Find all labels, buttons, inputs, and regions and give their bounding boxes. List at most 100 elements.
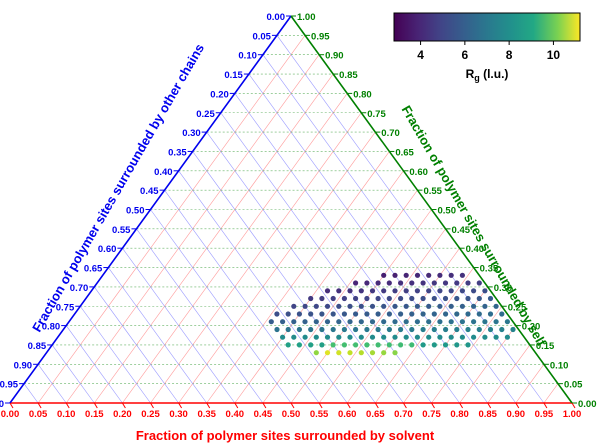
- data-point: [442, 342, 449, 348]
- data-point: [403, 288, 409, 294]
- data-point: [482, 319, 488, 325]
- data-point: [437, 303, 443, 309]
- data-point: [409, 280, 415, 286]
- data-point: [268, 319, 274, 325]
- data-point: [420, 280, 426, 286]
- data-point: [414, 319, 420, 325]
- tick-labels: 0.00 0.00 0.00 0.05 0.05 0.05 0.10 0.10 0.10 0.15…: [0, 12, 597, 420]
- data-point: [296, 326, 302, 333]
- data-point: [375, 326, 381, 333]
- bottom-tick-mark: [515, 402, 520, 409]
- data-point: [465, 311, 471, 317]
- data-point: [465, 280, 471, 286]
- data-point: [409, 311, 415, 317]
- right-tick-label: 0.70: [381, 128, 400, 139]
- left-axis-title: Fraction of polymer sites surrounded by …: [29, 41, 207, 334]
- data-point: [308, 342, 314, 348]
- data-point: [403, 334, 409, 340]
- left-tick-label: 0.05: [252, 31, 271, 42]
- bottom-tick-mark: [402, 402, 407, 409]
- bottom-tick-mark: [571, 402, 576, 409]
- data-point: [392, 288, 398, 294]
- right-tick-label: 0.00: [578, 399, 597, 410]
- data-point: [459, 334, 465, 340]
- data-point: [319, 311, 325, 317]
- data-point: [358, 350, 364, 356]
- bottom-tick-label: 0.25: [141, 409, 160, 420]
- data-point: [280, 319, 286, 325]
- grid-line-other-chains: [248, 73, 488, 404]
- bottom-tick-label: 0.55: [310, 409, 329, 420]
- data-point: [324, 319, 331, 325]
- data-point: [476, 295, 482, 302]
- data-point: [324, 334, 331, 340]
- left-tick-label: 1.00: [0, 399, 4, 410]
- data-point: [375, 280, 381, 286]
- data-point: [381, 272, 387, 278]
- data-point: [291, 319, 297, 325]
- data-point: [471, 303, 477, 309]
- data-point: [476, 326, 482, 333]
- right-tick-label: 0.30: [494, 283, 513, 294]
- left-tick-label: 0.80: [42, 322, 61, 333]
- colorbar-label: Rg (l.u.): [466, 67, 509, 83]
- bottom-tick-label: 0.00: [1, 409, 20, 420]
- data-point: [353, 311, 359, 317]
- bottom-tick-mark: [290, 402, 295, 409]
- left-tick-label: 0.30: [182, 128, 201, 139]
- grid-line-solvent: [318, 228, 446, 404]
- bottom-tick-mark: [206, 402, 211, 409]
- right-tick-label: 0.90: [325, 51, 344, 62]
- data-point: [493, 334, 499, 340]
- bottom-tick-mark: [262, 402, 267, 409]
- data-point: [302, 303, 308, 309]
- grid-line-solvent: [431, 306, 502, 404]
- data-point: [398, 311, 404, 317]
- bottom-tick-mark: [93, 402, 98, 409]
- data-point: [392, 303, 398, 309]
- data-point: [448, 334, 454, 340]
- right-tick-label: 0.05: [564, 380, 583, 391]
- bottom-tick-label: 0.05: [29, 409, 48, 420]
- data-point: [409, 342, 415, 348]
- data-point: [274, 326, 280, 333]
- right-tick-label: 0.20: [522, 322, 541, 333]
- data-point: [420, 311, 426, 317]
- data-point: [353, 342, 359, 348]
- data-point: [414, 303, 420, 309]
- right-tick-label: 0.60: [409, 167, 428, 178]
- data-point: [364, 280, 370, 286]
- data-point: [308, 295, 314, 302]
- data-point: [437, 334, 443, 340]
- colorbar-tick-label: 8: [506, 48, 513, 62]
- data-point: [454, 342, 460, 348]
- bottom-tick-label: 0.70: [394, 409, 413, 420]
- left-tick-label: 0.00: [267, 12, 286, 23]
- bottom-tick-mark: [234, 402, 239, 409]
- data-point: [308, 311, 314, 317]
- axis-titles: Fraction of polymer sites surrounded by …: [29, 41, 549, 443]
- grid-line-other-chains: [80, 306, 151, 404]
- data-point: [364, 311, 370, 317]
- bottom-tick-label: 0.75: [422, 409, 441, 420]
- data-point: [330, 295, 336, 302]
- bottom-tick-mark: [459, 402, 464, 409]
- data-point: [369, 350, 376, 356]
- right-tick-label: 0.40: [466, 244, 485, 255]
- data-point: [487, 311, 494, 317]
- data-point: [420, 342, 426, 348]
- data-point: [448, 319, 454, 325]
- data-point: [313, 334, 319, 340]
- data-point: [426, 288, 432, 294]
- data-point: [398, 326, 404, 333]
- grid-line-solvent: [37, 35, 306, 404]
- colorbar-tick-label: 4: [417, 48, 424, 62]
- data-point: [319, 295, 325, 302]
- data-point: [398, 342, 404, 348]
- grid-line-other-chains: [122, 248, 236, 404]
- right-tick-label: 0.50: [438, 206, 457, 217]
- bottom-tick-mark: [346, 402, 351, 409]
- data-point: [420, 295, 426, 302]
- grid-line-other-chains: [51, 344, 95, 404]
